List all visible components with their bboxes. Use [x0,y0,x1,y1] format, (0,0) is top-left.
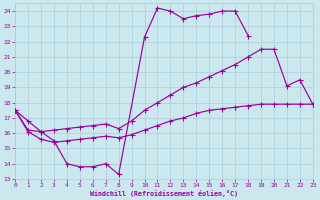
X-axis label: Windchill (Refroidissement éolien,°C): Windchill (Refroidissement éolien,°C) [90,190,238,197]
